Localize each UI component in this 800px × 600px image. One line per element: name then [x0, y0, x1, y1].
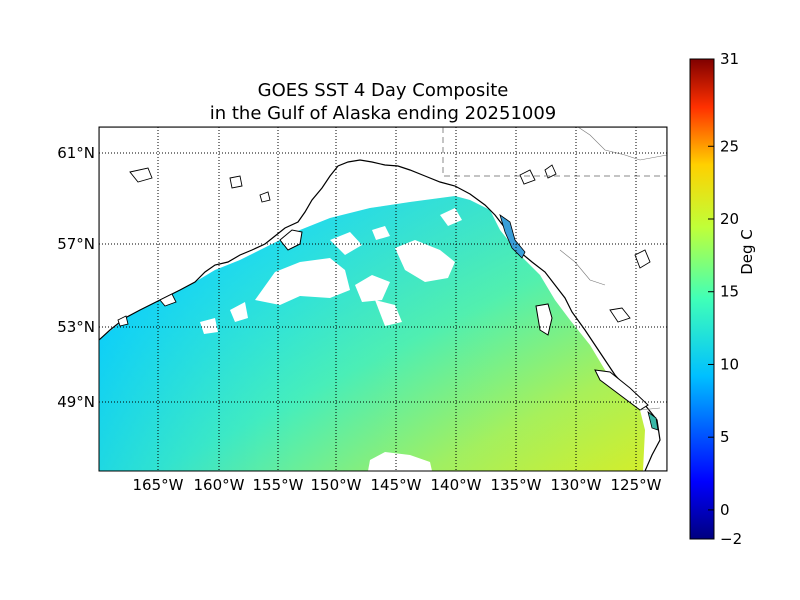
coastline-alaska: [99, 127, 667, 471]
colorbar-tick-label: 0: [720, 501, 730, 519]
latitude-tick-label: 53°N: [57, 318, 95, 336]
map-frame-content: [99, 127, 667, 471]
latitude-tick-label: 57°N: [57, 235, 95, 253]
colorbar-tick-label: 10: [720, 355, 739, 373]
map-frame: [98, 126, 668, 472]
colorbar-tick-label: 15: [720, 283, 739, 301]
longitude-tick-label: 140°W: [431, 476, 482, 494]
inlet-puget-sound: [647, 411, 659, 431]
colorbar-tick-label: −2: [720, 530, 742, 548]
longitude-tick-label: 130°W: [551, 476, 602, 494]
sst-cool-overlay: [99, 196, 645, 471]
colorbar-label: Deg C: [738, 229, 756, 275]
longitude-tick-label: 160°W: [194, 476, 245, 494]
colorbar-tick-label: 5: [720, 428, 730, 446]
cloud-mask-patches: [200, 208, 462, 471]
longitude-tick-label: 155°W: [253, 476, 304, 494]
latitude-tick-labels: 61°N 57°N 53°N 49°N: [57, 144, 95, 411]
longitude-tick-label: 165°W: [133, 476, 184, 494]
longitude-tick-label: 150°W: [311, 476, 362, 494]
map-title-line-1: GOES SST 4 Day Composite: [257, 80, 509, 101]
longitude-tick-label: 145°W: [371, 476, 422, 494]
longitude-tick-label: 135°W: [491, 476, 542, 494]
longitude-tick-labels: 165°W 160°W 155°W 150°W 145°W 140°W 135°W 130°W…: [133, 476, 662, 494]
longitude-tick-label: 125°W: [611, 476, 662, 494]
latitude-tick-label: 49°N: [57, 393, 95, 411]
colorbar-tick-label: 25: [720, 137, 739, 155]
colorbar: [689, 58, 715, 540]
map-gridlines: [99, 127, 667, 471]
colorbar-tick-label: 31: [720, 50, 739, 68]
colorbar-tick-label: 20: [720, 210, 739, 228]
island-kodiak: [279, 229, 303, 251]
colorbar-ticks: 31 25 20 15 10 5 0 −2: [708, 50, 742, 548]
island-vancouver: [594, 369, 649, 411]
small-islands: [117, 164, 651, 327]
latitude-tick-label: 61°N: [57, 144, 95, 162]
map-title-line-2: in the Gulf of Alaska ending 20251009: [209, 103, 557, 124]
inside-passage-water: [499, 214, 526, 259]
